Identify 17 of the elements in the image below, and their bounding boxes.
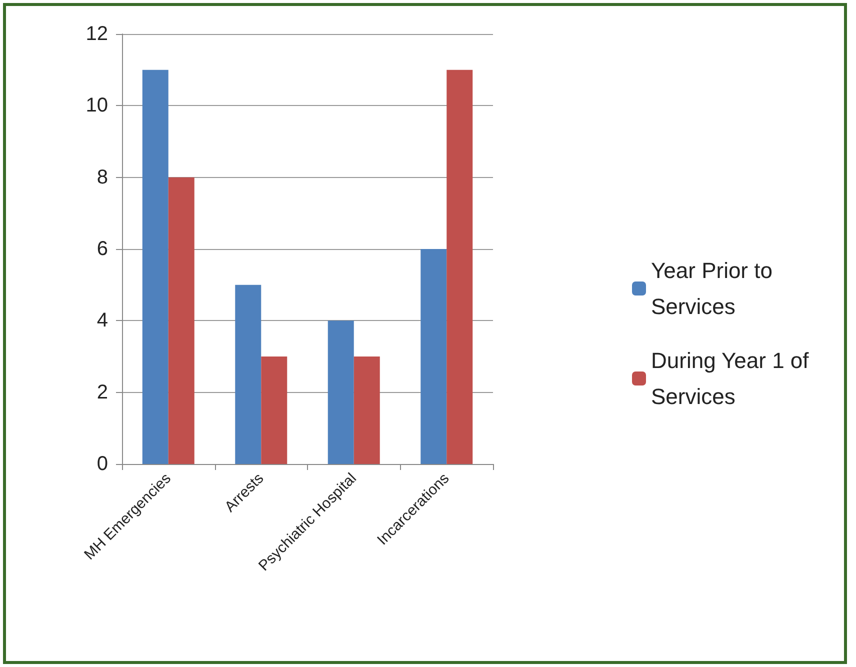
bar [142, 70, 168, 464]
y-tick-label: 8 [96, 166, 108, 188]
y-tick-label: 4 [96, 310, 108, 332]
bar [235, 284, 262, 464]
y-tick-label: 10 [86, 94, 108, 117]
bar [446, 70, 473, 464]
y-tick-label: 6 [96, 238, 108, 260]
bar [328, 320, 354, 464]
bar [420, 249, 447, 464]
bar [354, 356, 380, 464]
y-tick-label: 2 [96, 381, 108, 404]
y-tick-label: 0 [96, 453, 108, 475]
legend-label: During Year 1 of Services [651, 348, 815, 409]
y-tick-label: 12 [86, 23, 108, 45]
bar [261, 356, 288, 464]
bar [168, 177, 194, 464]
legend-label: Year Prior to Services [651, 258, 779, 319]
